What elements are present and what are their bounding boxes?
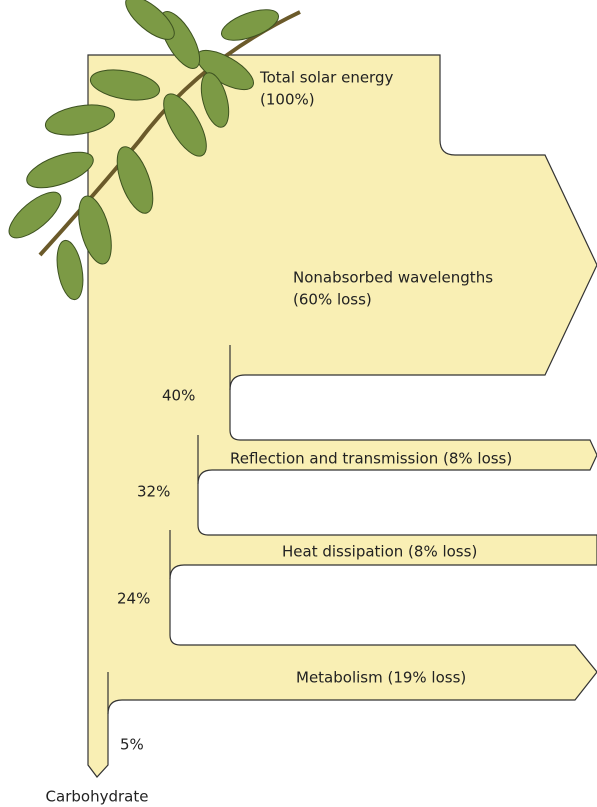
flow-dividers bbox=[107, 345, 231, 714]
source-share: (100%) bbox=[260, 91, 315, 109]
source-label: Total solar energy bbox=[259, 69, 393, 87]
remaining-label: 5% bbox=[120, 736, 144, 754]
remaining-label: 24% bbox=[117, 590, 150, 608]
flow-label: Heat dissipation (8% loss) bbox=[282, 543, 477, 561]
flow-loss: (60% loss) bbox=[293, 291, 372, 309]
flow-label: Metabolism (19% loss) bbox=[296, 669, 466, 687]
flow-label: Reflection and transmission (8% loss) bbox=[230, 450, 512, 468]
product-label: Carbohydrate bbox=[46, 788, 149, 806]
remaining-label: 40% bbox=[162, 387, 195, 405]
flow-shape bbox=[87, 54, 597, 778]
flow-label: Nonabsorbed wavelengths bbox=[293, 269, 493, 287]
leaf-branch bbox=[8, 0, 301, 301]
remaining-label: 32% bbox=[137, 483, 170, 501]
